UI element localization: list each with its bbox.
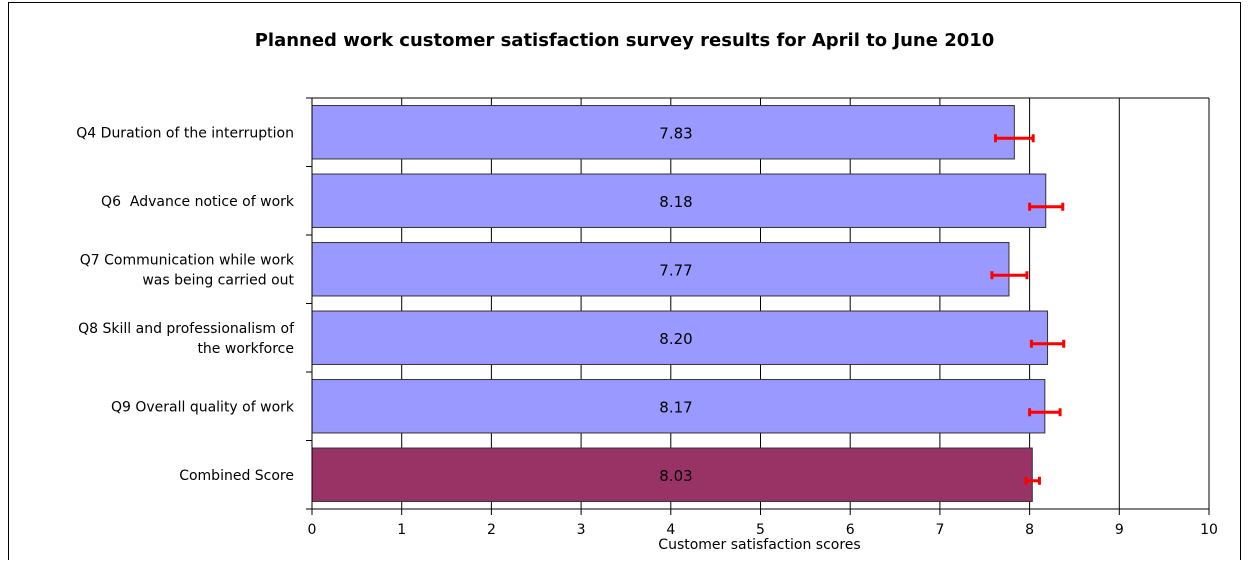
tick-label-x-5: 5 — [756, 522, 765, 538]
tick-label-x-10: 10 — [1200, 522, 1218, 538]
data-label-4: 8.17 — [659, 398, 692, 416]
category-label-3-0: Q8 Skill and professionalism of — [78, 321, 295, 337]
tick-label-x-8: 8 — [1025, 522, 1034, 538]
category-label-0-0: Q4 Duration of the interruption — [76, 125, 294, 141]
data-label-1: 8.18 — [659, 193, 692, 211]
category-label-4-0: Q9 Overall quality of work — [111, 399, 295, 415]
tick-label-x-1: 1 — [397, 522, 406, 538]
bar-1 — [311, 173, 1047, 228]
category-label-2-1: was being carried out — [142, 272, 294, 288]
tick-label-x-0: 0 — [308, 522, 317, 538]
error-bar-4 — [1028, 408, 1062, 417]
error-bar-3 — [1029, 339, 1066, 348]
data-label-2: 7.77 — [659, 261, 692, 279]
bar-3 — [311, 310, 1049, 365]
data-label-5: 8.03 — [659, 467, 692, 485]
tick-label-x-4: 4 — [666, 522, 675, 538]
x-axis-title: Customer satisfaction scores — [658, 537, 860, 553]
error-bar-2 — [990, 271, 1029, 280]
bar-5 — [311, 447, 1033, 502]
tick-label-x-2: 2 — [487, 522, 496, 538]
tick-label-x-6: 6 — [846, 522, 855, 538]
error-bar-5 — [1024, 476, 1041, 485]
category-label-1-0: Q6 Advance notice of work — [101, 194, 295, 210]
tick-label-x-7: 7 — [935, 522, 944, 538]
error-bar-1 — [1028, 202, 1065, 211]
tick-label-x-3: 3 — [577, 522, 586, 538]
category-label-5-0: Combined Score — [179, 468, 294, 484]
bar-2 — [311, 242, 1010, 297]
bar-0 — [311, 105, 1015, 160]
tick-label-x-9: 9 — [1115, 522, 1124, 538]
category-label-2-0: Q7 Communication while work — [80, 252, 295, 268]
category-label-3-1: the workforce — [197, 341, 294, 357]
bar-4 — [311, 379, 1046, 434]
error-bar-0 — [994, 134, 1035, 143]
data-label-3: 8.20 — [659, 330, 692, 348]
chart-title: Planned work customer satisfaction surve… — [254, 30, 995, 51]
data-label-0: 7.83 — [659, 124, 692, 142]
